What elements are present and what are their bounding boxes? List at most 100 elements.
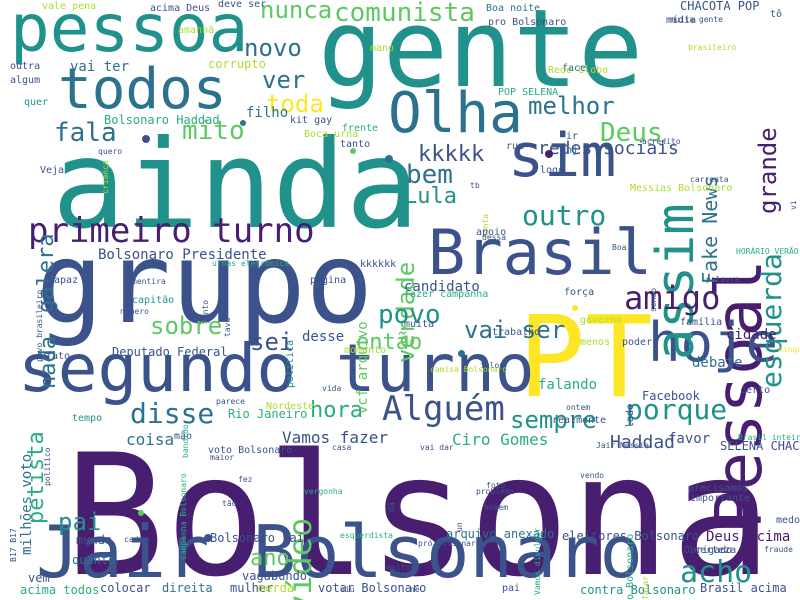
- word-povo-brasileiro: povo brasileiro: [35, 289, 44, 362]
- word-logo: logo: [540, 165, 565, 176]
- word-esquerda: esquerda: [755, 253, 788, 389]
- word-olha: Olha: [388, 81, 523, 146]
- word-apoio-bolsonaro: apoio Bolsonaro: [625, 533, 636, 600]
- word-boa: Boa: [612, 243, 627, 252]
- word-dessa: dessa: [482, 233, 507, 242]
- word-quer: quer: [24, 97, 49, 108]
- word-melhor: melhor: [528, 92, 615, 120]
- word-segundo-turno: segundo turno: [18, 330, 535, 407]
- word-b17-b17: B17 B17: [9, 527, 18, 562]
- word-mao: mão: [174, 431, 193, 442]
- word-vagabundo: vagabundo: [242, 569, 308, 583]
- word-fala: fala: [54, 118, 117, 148]
- word-coisa: coisa: [126, 430, 175, 449]
- word-nunca: nunca: [260, 0, 333, 24]
- word-grande: grande: [754, 127, 782, 215]
- word-campanha-bolsonaro: campanha Bolsonaro: [179, 473, 188, 561]
- word-da: dá: [387, 501, 396, 512]
- word-crianca: criança: [101, 159, 110, 194]
- word-vergonha: vergonha: [304, 487, 343, 496]
- word-politica: política: [285, 339, 296, 388]
- word-brasil: Brasil: [428, 216, 652, 289]
- word-fazer-campanha: fazer campanha: [404, 289, 489, 300]
- word-outra: outra: [10, 61, 41, 72]
- word-haddad: Haddad: [610, 432, 676, 453]
- word-arquivo-anexado: arquivo anexado: [446, 527, 555, 541]
- word-familia: família: [680, 317, 723, 328]
- word-ciro-gomes: Ciro Gomes: [452, 430, 549, 449]
- word-contra-bolsonaro: contra Bolsonaro: [580, 583, 696, 597]
- word-pai: pai: [58, 508, 102, 536]
- word-todos: todos: [58, 57, 227, 122]
- word-kkkkkk: kkkkkk: [360, 259, 397, 270]
- word-nordeste: Nordeste: [266, 401, 315, 412]
- word-numero: número: [120, 307, 149, 316]
- word-sei: sei: [250, 328, 294, 356]
- word-merda: merda: [258, 581, 295, 595]
- word-casa: casa: [332, 443, 352, 452]
- word-tanto: tanto: [340, 139, 371, 150]
- word-mundo: mundo: [76, 533, 113, 547]
- decorative-dot: [204, 534, 212, 542]
- word-voto-bolsonaro: voto Bolsonaro: [208, 445, 293, 456]
- word-mano: mano: [370, 43, 395, 54]
- word-vamos-fazer: Vamos fazer: [282, 428, 388, 447]
- word-pro-bolsonaro: pró Bolsonaro: [418, 539, 481, 548]
- word-acima-deus: acima Deus: [150, 3, 211, 14]
- word-povo: povo: [378, 300, 441, 330]
- word-frente: frente: [342, 123, 379, 134]
- word-candidato: candidato: [404, 279, 480, 295]
- word-bolsonaro-haddad: Bolsonaro Haddad: [104, 113, 220, 127]
- word-carreata: carreata: [690, 175, 729, 184]
- word-ainda: ainda: [52, 114, 420, 256]
- word-gente: gente: [318, 0, 644, 112]
- word-mentira: mentira: [132, 277, 166, 286]
- word-brasil-acima: Brasil acima: [700, 581, 787, 595]
- word-parece: parece: [216, 397, 245, 406]
- word-veja: Veja: [40, 165, 65, 176]
- word-falando: falando: [538, 377, 598, 393]
- word-hora: hora: [310, 398, 363, 423]
- word-corrupto: corrupto: [208, 57, 266, 71]
- word-messias-bolsonaro: Messias Bolsonaro: [630, 183, 733, 194]
- word-quanto: quanto: [72, 553, 116, 567]
- word-cada: cada: [124, 535, 144, 544]
- word-urnas-eletronica: urnas eletrônica: [212, 259, 290, 268]
- word-falou: falou: [480, 361, 505, 370]
- word-bandido: bandido: [181, 423, 190, 458]
- word-vcf-arquivo: vcf arquivo: [355, 321, 371, 415]
- decorative-dot: [138, 510, 144, 516]
- word-acima-todos: acima todos: [20, 583, 100, 597]
- word-pai: pai: [502, 583, 521, 594]
- word-politico: político: [43, 447, 52, 487]
- word-ano: ano: [250, 546, 290, 571]
- word-mito: mito: [182, 116, 245, 146]
- word-acho: acho: [680, 555, 753, 590]
- word-realmente: realmente: [552, 415, 607, 426]
- decorative-dot: [142, 135, 150, 143]
- word-midia: mídia: [666, 15, 697, 26]
- word-disse: disse: [130, 397, 215, 430]
- word-poder: poder: [622, 337, 653, 348]
- word-boa-noite: Boa noite: [486, 3, 541, 14]
- word-deve-ser: deve ser: [218, 0, 267, 10]
- decorative-dot: [240, 120, 246, 126]
- word-novo: novo: [244, 34, 302, 62]
- word-viu: viu: [340, 585, 355, 594]
- word-kit-gay: kit gay: [290, 115, 333, 126]
- word-medo: medo: [776, 515, 800, 526]
- word-colocar: colocar: [100, 581, 151, 595]
- word-boca-urna: Boca urna: [304, 129, 359, 140]
- decorative-dot: [458, 350, 465, 357]
- word-governo: governo: [580, 315, 623, 326]
- word-tava: tava: [223, 317, 232, 338]
- word-favor: favor: [668, 431, 711, 447]
- word-acredito: acredito: [642, 137, 681, 146]
- word-fraude: fraude: [764, 545, 793, 554]
- word-votar-bolsonaro: votar Bolsonaro: [318, 581, 427, 595]
- word-entao: então: [356, 330, 423, 355]
- word-debate: debate: [692, 355, 743, 371]
- word-falar: falar: [641, 575, 650, 600]
- word-fez: fez: [238, 475, 253, 484]
